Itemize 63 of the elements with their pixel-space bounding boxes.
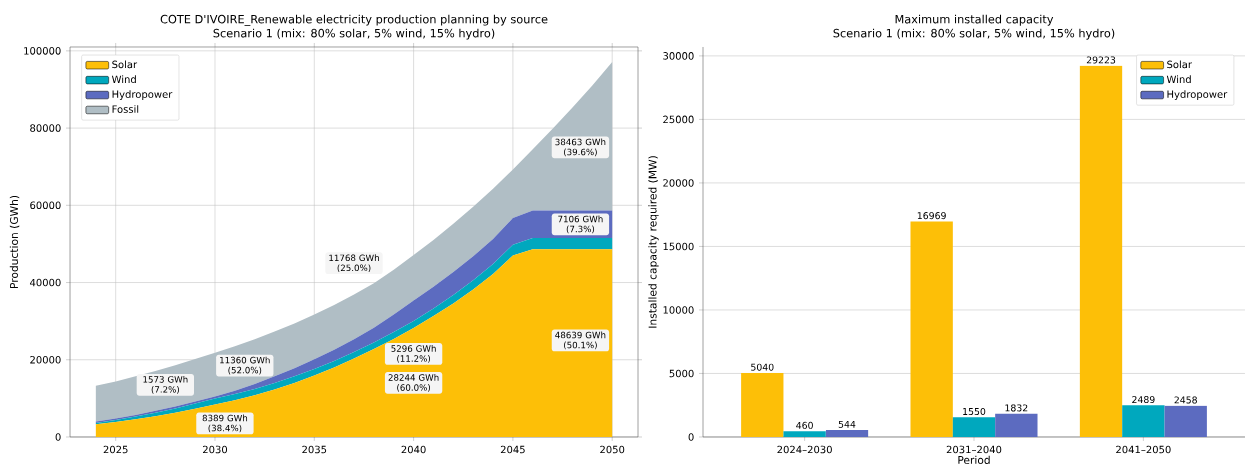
- data-label: 1832: [1005, 404, 1028, 412]
- data-label: 29223: [1086, 56, 1116, 64]
- bar: [910, 221, 953, 437]
- x-tick-label: 2025: [103, 445, 128, 454]
- x-tick-label: 2035: [302, 445, 327, 454]
- y-axis-title: Installed capacity required (MW): [648, 156, 659, 328]
- y-tick-label: 20000: [30, 355, 61, 364]
- y-tick-label: 40000: [29, 278, 61, 287]
- data-label: 460: [796, 421, 813, 429]
- y-tick-label: 30000: [663, 52, 694, 60]
- chart-title: COTE D'IVOIRE_Renewable electricity production planning by source: [160, 14, 548, 26]
- annotation: 1573 GWh (7.2%): [143, 375, 188, 394]
- annotation: 28244 GWh (60.0%): [388, 374, 439, 392]
- y-tick-label: 0: [55, 433, 61, 441]
- legend-label: Fossil: [112, 105, 139, 113]
- annotation: 5296 GWh (11.2%): [391, 345, 436, 363]
- y-tick-label: 25000: [663, 115, 694, 124]
- y-tick-label: 60000: [30, 201, 61, 210]
- bar: [1122, 405, 1165, 437]
- legend-label: Solar: [1167, 60, 1193, 69]
- annotation: 7106 GWh (7.3%): [558, 215, 603, 234]
- data-label: 2489: [1132, 396, 1155, 404]
- annotation: 11360 GWh (52.0%): [220, 356, 270, 375]
- x-tick-label: 2050: [600, 445, 625, 454]
- annotation: 8389 GWh (38.4%): [202, 414, 248, 433]
- y-tick-label: 10000: [663, 306, 694, 314]
- data-label: 5040: [751, 363, 774, 371]
- annotation: 11768 GWh (25.0%): [329, 254, 379, 273]
- x-tick-label: 2040: [401, 445, 426, 454]
- data-label: 544: [838, 420, 856, 428]
- data-label: 16969: [917, 212, 946, 220]
- bar: [825, 430, 869, 437]
- legend-label: Solar: [112, 60, 138, 69]
- x-tick-label: 2030: [203, 445, 228, 454]
- bar: [741, 372, 784, 437]
- chart-subtitle: Scenario 1 (mix: 80% solar, 5% wind, 15% hydro): [213, 28, 495, 40]
- chart-title: Maximum installed capacity: [895, 14, 1054, 26]
- x-tick-label: 2024–2030: [777, 445, 832, 454]
- legend-label: Wind: [111, 75, 136, 84]
- bar: [783, 431, 826, 437]
- legend-label: Hydropower: [112, 90, 173, 100]
- x-axis-title: Period: [958, 455, 990, 464]
- x-tick-label: 2045: [500, 445, 525, 454]
- bar: [952, 417, 996, 437]
- legend-label: Wind: [1166, 75, 1191, 84]
- legend-label: Hydropower: [1167, 90, 1228, 100]
- x-tick-label: 2031–2040: [946, 445, 1002, 454]
- chart-subtitle: Scenario 1 (mix: 80% solar, 5% wind, 15% hydro): [833, 28, 1115, 40]
- y-tick-label: 0: [688, 433, 694, 441]
- y-tick-label: 20000: [663, 179, 694, 187]
- annotation: 48639 GWh (50.1%): [555, 331, 606, 350]
- bar: [1079, 65, 1123, 437]
- y-tick-label: 80000: [30, 124, 61, 132]
- bar: [1164, 405, 1207, 437]
- bar: [995, 413, 1038, 437]
- y-tick-label: 100000: [24, 47, 61, 55]
- y-axis-title: Production (GWh): [9, 195, 20, 288]
- y-tick-label: 15000: [663, 242, 694, 251]
- x-tick-label: 2041–2050: [1116, 445, 1171, 454]
- data-label: 1550: [963, 407, 986, 416]
- annotation: 38463 GWh (39.6%): [555, 138, 606, 157]
- y-tick-label: 5000: [669, 369, 694, 378]
- data-label: 2458: [1174, 396, 1197, 404]
